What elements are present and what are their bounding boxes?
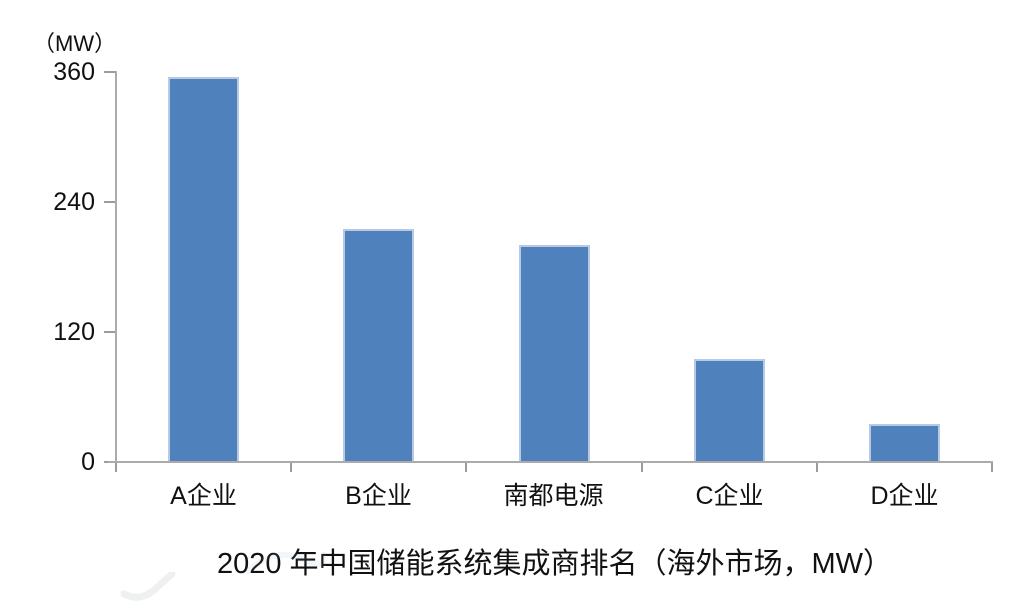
y-axis-tick [104, 331, 116, 333]
y-axis-unit-label: （MW） [33, 31, 117, 56]
chart-title: 2020 年中国储能系统集成商排名（海外市场，MW） [216, 548, 893, 580]
bar [869, 424, 940, 462]
x-category-label: C企业 [695, 482, 764, 510]
x-axis-tick [640, 462, 643, 472]
x-axis-tick [815, 462, 818, 472]
bar [343, 229, 414, 462]
x-axis-tick [465, 462, 468, 472]
bar [168, 77, 239, 462]
y-axis-tick [104, 201, 116, 203]
bar [519, 245, 590, 462]
y-tick-label: 120 [53, 318, 95, 346]
y-axis-line [115, 71, 117, 463]
x-category-label: B企业 [345, 482, 412, 510]
x-category-label: D企业 [870, 482, 939, 510]
x-axis-tick [115, 462, 117, 472]
y-tick-label: 360 [53, 58, 95, 86]
y-axis-tick [104, 71, 116, 73]
x-category-label: A企业 [170, 482, 237, 510]
x-category-label: 南都电源 [503, 482, 604, 510]
y-tick-label: 0 [81, 448, 95, 476]
bar [694, 359, 765, 462]
x-axis-tick [290, 462, 293, 472]
x-axis-tick [991, 462, 993, 472]
y-tick-label: 240 [53, 188, 95, 216]
x-axis-line [108, 461, 993, 463]
